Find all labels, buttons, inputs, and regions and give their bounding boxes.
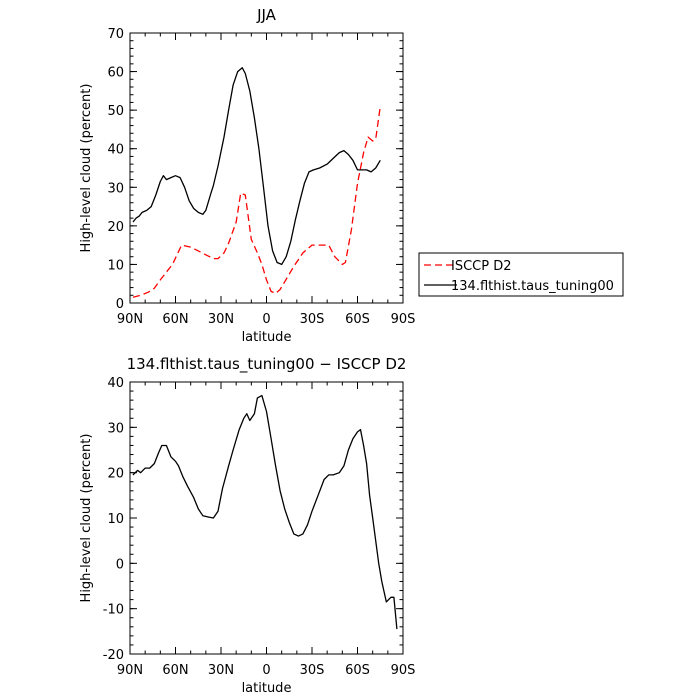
x-tick-label: 0	[262, 312, 270, 327]
series-line-1	[132, 394, 398, 630]
y-tick-label: 0	[116, 557, 124, 572]
y-tick-label: 10	[107, 512, 124, 527]
series-line-2	[132, 67, 381, 266]
y-axis-label: High-level cloud (percent)	[79, 84, 94, 253]
x-axis-label: latitude	[242, 681, 292, 696]
y-tick-label: -20	[103, 648, 124, 663]
x-tick-label: 90S	[391, 663, 416, 678]
y-tick-label: -10	[103, 603, 124, 618]
x-tick-label: 30N	[208, 663, 234, 678]
plot-frame	[129, 32, 404, 304]
y-tick-label: 50	[107, 104, 124, 119]
x-tick-label: 60N	[162, 312, 188, 327]
x-tick-label: 30N	[208, 312, 234, 327]
y-tick-label: 60	[107, 66, 124, 81]
legend-box	[418, 252, 624, 297]
bottom-difference-chart: 134.flthist.taus_tuning00 − ISCCP D2 -20 -…	[79, 355, 415, 696]
x-axis-label: latitude	[242, 330, 292, 345]
chart-title: JJA	[256, 6, 277, 24]
x-tick-label: 30S	[300, 312, 325, 327]
chart-title: 134.flthist.taus_tuning00 − ISCCP D2	[127, 355, 407, 374]
x-tick-label: 90S	[391, 312, 416, 327]
legend-label: 134.flthist.taus_tuning00	[451, 279, 614, 294]
y-tick-label: 20	[107, 467, 124, 482]
x-tick-label: 0	[262, 663, 270, 678]
legend: ISCCP D2 134.flthist.taus_tuning00	[418, 252, 624, 297]
y-axis-label: High-level cloud (percent)	[79, 434, 94, 603]
x-tick-label: 60S	[345, 663, 370, 678]
plot-frame	[129, 381, 404, 655]
x-tick-label: 60N	[162, 663, 188, 678]
y-tick-label: 10	[107, 258, 124, 273]
x-tick-label: 30S	[300, 663, 325, 678]
y-tick-label: 70	[107, 27, 124, 42]
legend-label: ISCCP D2	[451, 259, 512, 274]
y-tick-label: 30	[107, 421, 124, 436]
x-tick-label: 60S	[345, 312, 370, 327]
y-tick-label: 40	[107, 143, 124, 158]
x-tick-label: 90N	[117, 663, 143, 678]
y-tick-label: 20	[107, 220, 124, 235]
series-line-1	[132, 106, 381, 298]
y-tick-label: 40	[107, 376, 124, 391]
x-tick-label: 90N	[117, 312, 143, 327]
y-tick-label: 30	[107, 181, 124, 196]
y-tick-label: 0	[116, 297, 124, 312]
top-line-chart: JJA 0 10 20 30 40 50 60 70 90N 60N 30N 0 30S 60S 90S lat…	[79, 6, 624, 345]
